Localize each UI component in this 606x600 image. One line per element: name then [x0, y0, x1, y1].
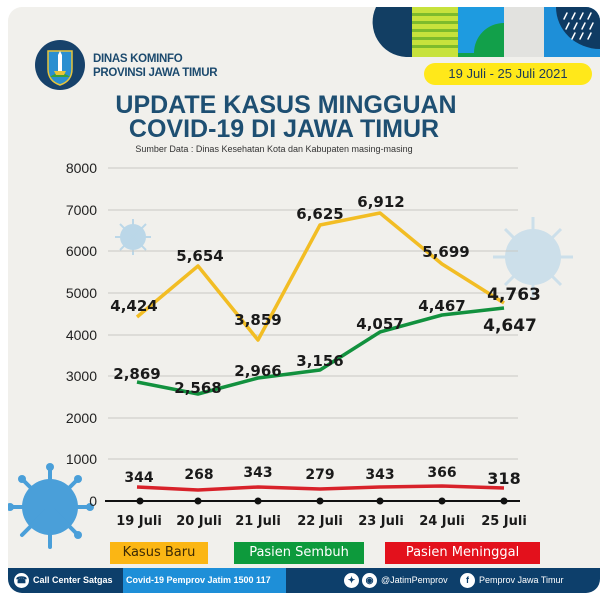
- virus-icon: [115, 219, 151, 255]
- data-label: 268: [184, 467, 213, 483]
- data-label: 2,966: [234, 362, 281, 380]
- data-label: 2,568: [174, 379, 221, 397]
- y-tick: 2000: [66, 410, 97, 426]
- x-axis-markers: [136, 497, 508, 505]
- data-label: 2,869: [113, 365, 160, 383]
- x-tick: 20 Juli: [176, 514, 222, 529]
- series-pasien-meninggal-line: [136, 484, 505, 492]
- call-center-label: Call Center Satgas: [33, 575, 113, 585]
- jatim-logo: [35, 40, 85, 90]
- social-handle[interactable]: @JatimPemprov: [381, 575, 448, 585]
- data-label: 5,699: [422, 243, 469, 261]
- data-label: 3,859: [234, 311, 281, 329]
- data-label: 4,424: [110, 297, 157, 315]
- line-chart: 8000 7000 6000 5000 4000 3000 2000 1000 …: [8, 160, 573, 549]
- y-tick: 5000: [66, 285, 97, 301]
- page-title-line1: UPDATE KASUS MINGGUAN: [115, 91, 457, 119]
- data-label: 4,763: [487, 285, 541, 305]
- x-tick: 22 Juli: [297, 514, 343, 529]
- data-label: 4,467: [418, 297, 465, 315]
- y-tick: 1000: [66, 451, 97, 467]
- phone-icon: ☎: [14, 573, 29, 588]
- virus-icon: [493, 217, 573, 297]
- x-tick: 24 Juli: [419, 514, 465, 529]
- data-label: 343: [365, 467, 394, 483]
- data-label: 6,912: [357, 193, 404, 211]
- virus-icon: [8, 463, 94, 549]
- data-label: 279: [305, 467, 334, 483]
- data-label: 6,625: [296, 205, 343, 223]
- footer-accent: [123, 568, 286, 593]
- y-tick: 0: [89, 493, 97, 509]
- data-label: 4,057: [356, 315, 403, 333]
- series-pasien-sembuh-line: [136, 306, 505, 396]
- footer-bar: ☎ Call Center Satgas Covid-19 Pemprov Ja…: [8, 568, 600, 593]
- data-label: 4,647: [483, 316, 537, 336]
- org-name: DINAS KOMINFO PROVINSI JAWA TIMUR: [93, 52, 218, 80]
- facebook-page[interactable]: Pemprov Jawa Timur: [479, 575, 564, 585]
- y-axis-labels: 8000 7000 6000 5000 4000 3000 2000 1000 …: [66, 160, 97, 509]
- call-center-number: Covid-19 Pemprov Jatim 1500 117: [126, 575, 271, 585]
- data-label: 5,654: [176, 247, 223, 265]
- y-tick: 8000: [66, 160, 97, 176]
- legend-pasien-meninggal: Pasien Meninggal: [385, 542, 540, 564]
- data-label: 318: [487, 469, 520, 488]
- facebook-icon[interactable]: f: [460, 573, 475, 588]
- y-tick: 3000: [66, 368, 97, 384]
- page-title-line2: COVID-19 DI JAWA TIMUR: [128, 115, 440, 143]
- legend-kasus-baru: Kasus Baru: [110, 542, 208, 564]
- data-label: 343: [243, 465, 272, 481]
- x-tick: 23 Juli: [358, 514, 404, 529]
- data-source: Sumber Data : Dinas Kesehatan Kota dan K…: [135, 144, 413, 154]
- y-tick: 4000: [66, 327, 97, 343]
- x-tick: 21 Juli: [235, 514, 281, 529]
- org-name-line1: DINAS KOMINFO: [93, 53, 183, 65]
- infographic-card: DINAS KOMINFO PROVINSI JAWA TIMUR 19 Jul…: [8, 7, 600, 593]
- data-label: 344: [124, 470, 153, 486]
- header-decoration: [372, 7, 600, 57]
- data-label: 366: [427, 465, 456, 481]
- x-tick: 19 Juli: [116, 514, 162, 529]
- series-kasus-baru-line: [135, 211, 505, 342]
- data-label: 3,156: [296, 352, 343, 370]
- twitter-icon[interactable]: ✦: [344, 573, 359, 588]
- instagram-icon[interactable]: ◉: [362, 573, 377, 588]
- date-range-badge: 19 Juli - 25 Juli 2021: [424, 63, 592, 85]
- y-tick: 6000: [66, 243, 97, 259]
- x-tick: 25 Juli: [481, 514, 527, 529]
- y-tick: 7000: [66, 202, 97, 218]
- org-name-line2: PROVINSI JAWA TIMUR: [93, 67, 218, 79]
- gridlines: [108, 167, 518, 460]
- legend-pasien-sembuh: Pasien Sembuh: [234, 542, 364, 564]
